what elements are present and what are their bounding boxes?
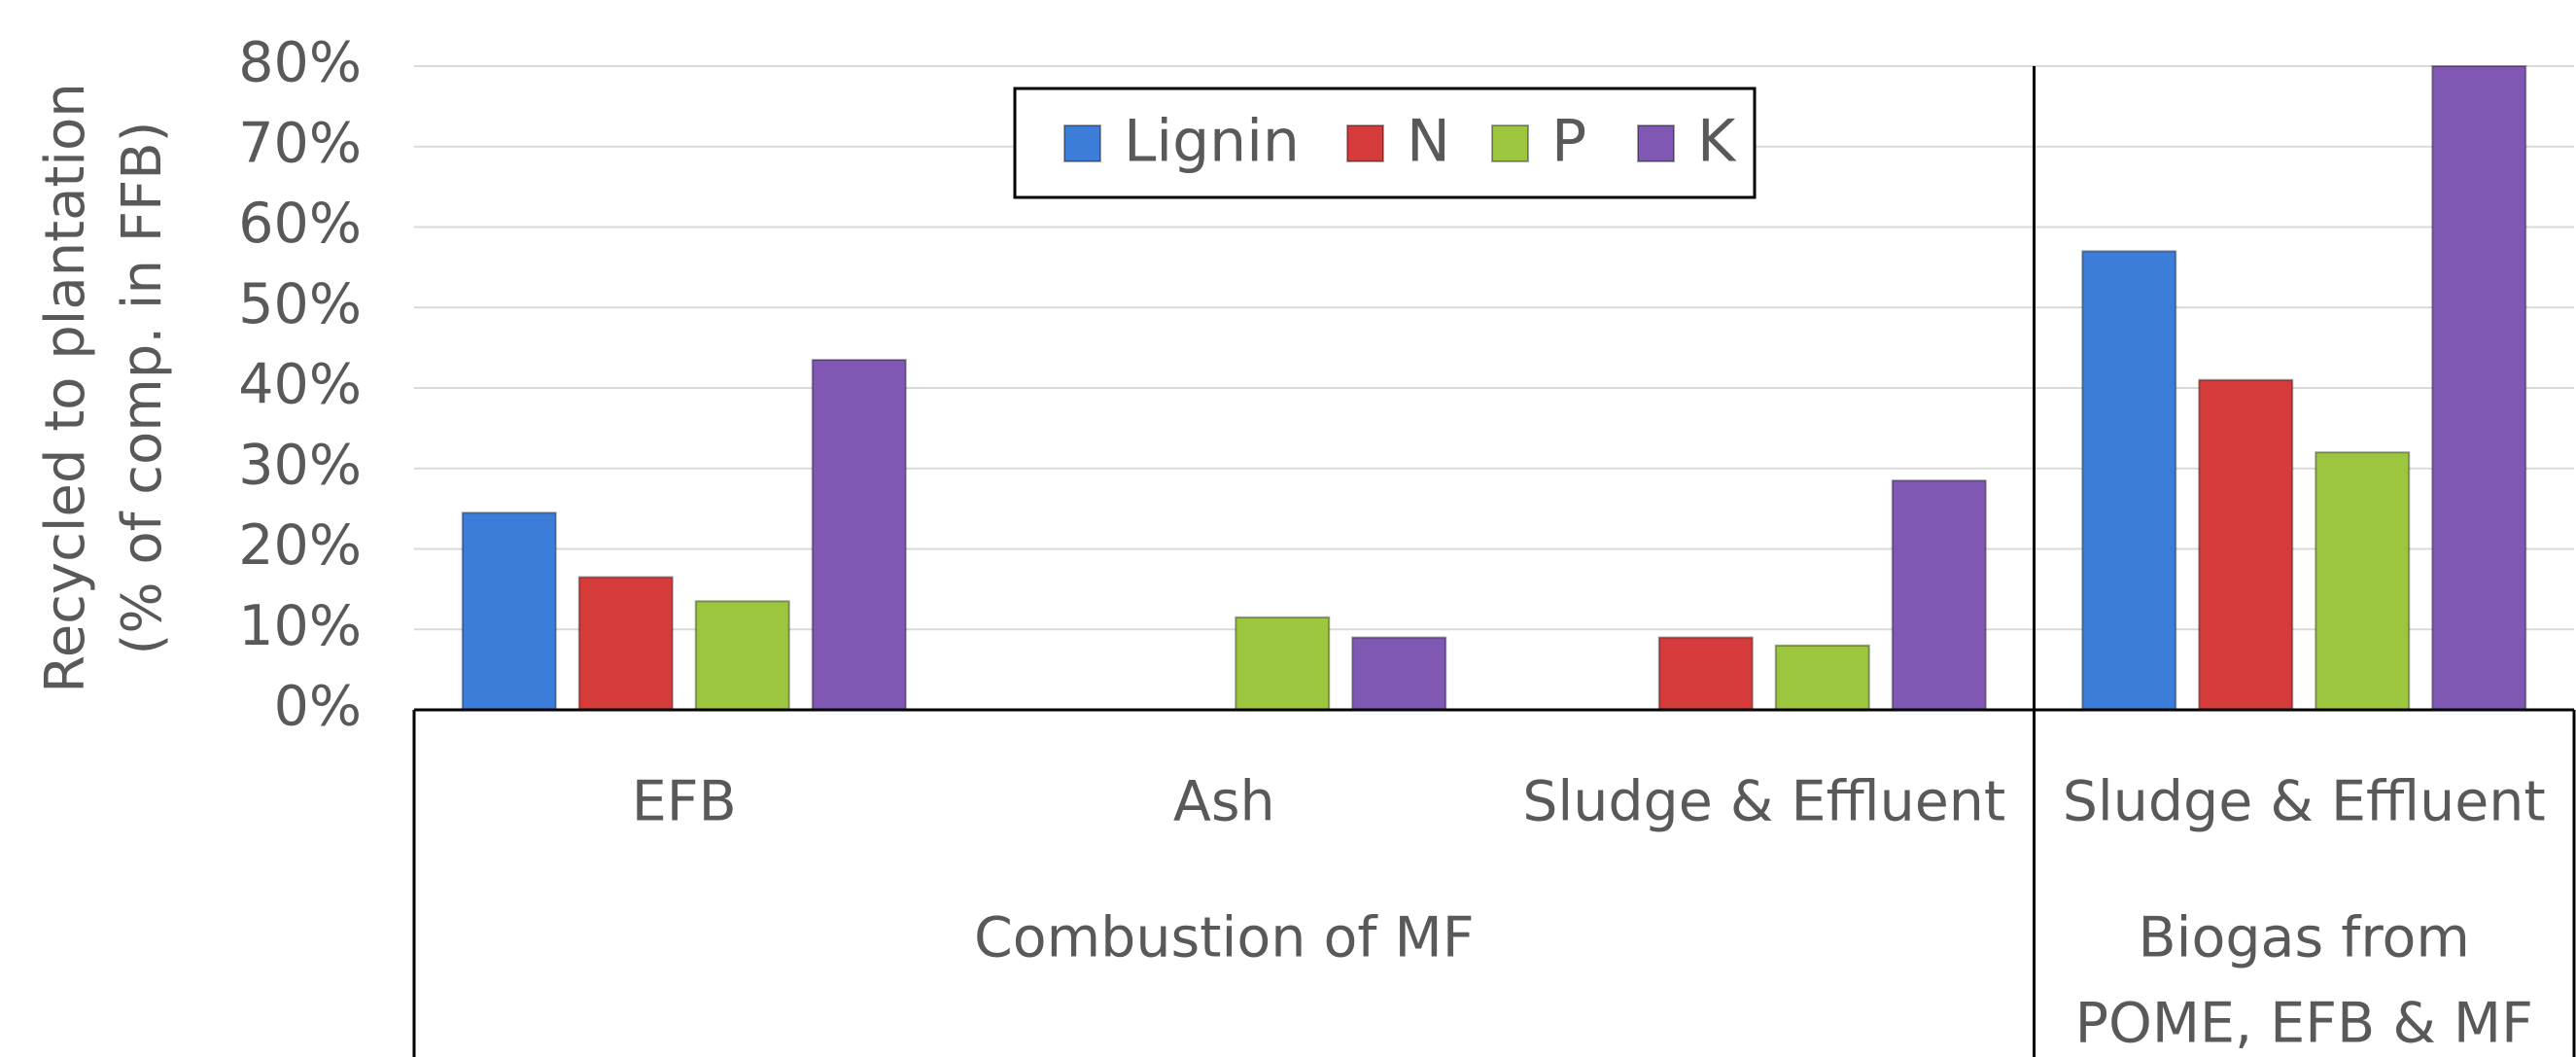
bar <box>694 600 790 711</box>
bar <box>1235 616 1331 712</box>
y-tick-label: 20% <box>238 513 362 578</box>
legend-label: K <box>1697 108 1737 176</box>
legend-swatch <box>1346 124 1384 162</box>
y-tick-label: 10% <box>238 594 362 658</box>
bar <box>2198 378 2294 711</box>
y-tick-label: 30% <box>238 433 362 497</box>
y-axis-label: Recycled to plantation <box>34 83 97 692</box>
bar <box>1351 636 1447 712</box>
legend-label: Lignin <box>1124 108 1300 176</box>
bar <box>1891 479 1987 711</box>
bar <box>461 511 557 712</box>
y-tick-label: 80% <box>238 31 362 95</box>
x-tick-label: Ash <box>1173 770 1275 834</box>
y-tick-label: 0% <box>274 675 362 739</box>
bar <box>2081 250 2177 711</box>
x-tick-label: Sludge & Effluent <box>1522 770 2005 834</box>
bar <box>811 359 907 711</box>
group-label: Biogas from <box>2139 906 2470 970</box>
legend-label: N <box>1407 108 1450 176</box>
y-tick-label: 40% <box>238 353 362 417</box>
legend-swatch <box>1063 124 1101 162</box>
y-axis-label: (% of comp. in FFB) <box>111 122 174 655</box>
y-tick-label: 60% <box>238 192 362 256</box>
bar <box>2431 65 2527 711</box>
bar <box>1657 636 1754 712</box>
x-tick-label: EFB <box>632 770 737 834</box>
legend-box <box>1013 87 1757 199</box>
x-tick-label: Sludge & Effluent <box>2063 770 2546 834</box>
bar <box>577 576 674 712</box>
legend-swatch <box>1637 124 1675 162</box>
y-tick-label: 70% <box>238 111 362 175</box>
bar <box>1774 644 1870 711</box>
group-label: POME, EFB & MF <box>2075 992 2533 1056</box>
legend-label: P <box>1551 108 1586 176</box>
bar <box>2315 451 2411 711</box>
group-label: Combustion of MF <box>974 906 1475 970</box>
y-tick-label: 50% <box>238 272 362 336</box>
legend-swatch <box>1491 124 1529 162</box>
